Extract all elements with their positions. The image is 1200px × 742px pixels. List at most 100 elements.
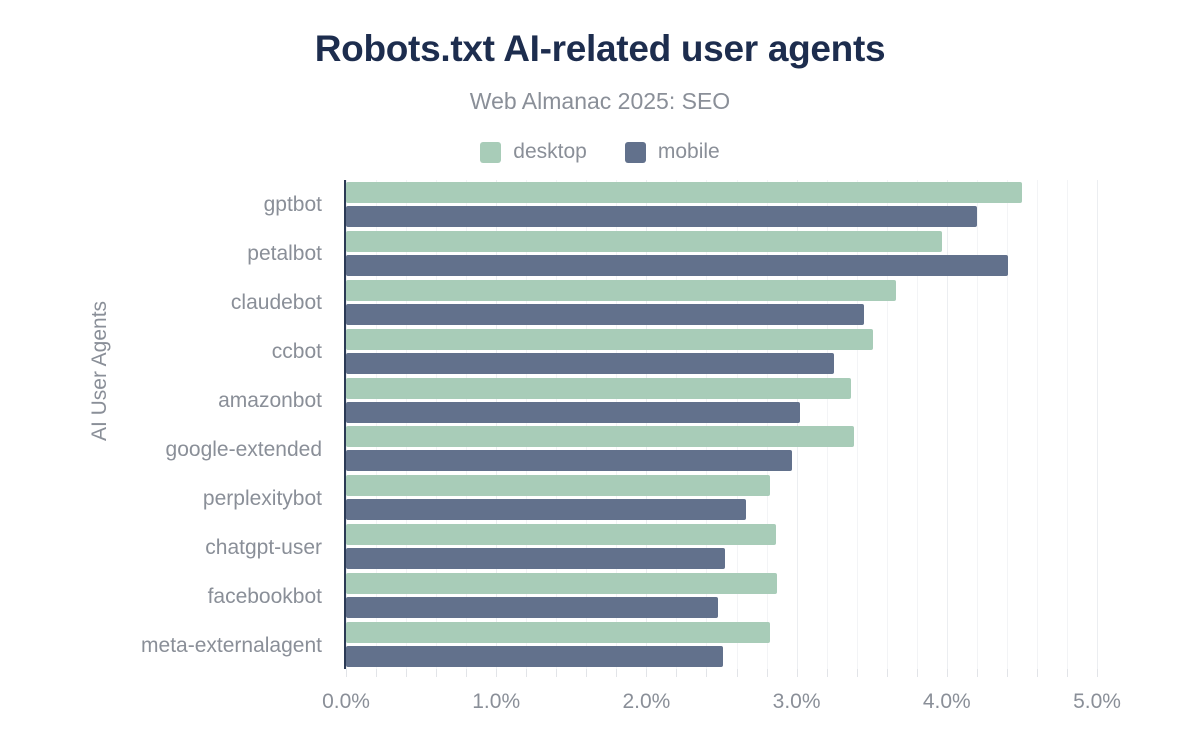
x-axis-tick xyxy=(1006,669,1008,677)
bar-row-group xyxy=(346,229,1097,278)
gridline-major xyxy=(346,180,347,669)
bar-mobile-gptbot[interactable] xyxy=(346,205,977,227)
x-axis-tick xyxy=(796,669,798,677)
x-axis-tick xyxy=(376,669,378,677)
bar-row-group xyxy=(346,327,1097,376)
x-axis-tick xyxy=(466,669,468,677)
x-axis-tick xyxy=(556,669,558,677)
bar-mobile-claudebot[interactable] xyxy=(346,303,865,325)
x-axis-tick xyxy=(856,669,858,677)
x-axis-label-5: 5.0% xyxy=(1073,690,1121,713)
legend-item-desktop[interactable]: desktop xyxy=(480,140,587,164)
gridline-major xyxy=(946,180,948,669)
y-axis-label-amazonbot: amazonbot xyxy=(218,389,322,413)
bar-desktop-gptbot[interactable] xyxy=(346,181,1022,203)
chart-title: Robots.txt AI-related user agents xyxy=(314,28,886,69)
gridline-minor xyxy=(586,180,588,669)
bar-row-group xyxy=(346,180,1097,229)
bar-row-group xyxy=(346,425,1097,474)
bar-desktop-chatgpt-user[interactable] xyxy=(346,524,776,546)
bar-desktop-amazonbot[interactable] xyxy=(346,377,851,399)
gridline-minor xyxy=(1066,180,1068,669)
bar-mobile-chatgpt-user[interactable] xyxy=(346,548,725,570)
legend-label-desktop: desktop xyxy=(513,140,587,163)
gridline-minor xyxy=(736,180,738,669)
bar-desktop-claudebot[interactable] xyxy=(346,279,896,301)
gridline-major xyxy=(1097,180,1098,669)
gridline-minor xyxy=(376,180,378,669)
bar-desktop-meta-externalagent[interactable] xyxy=(346,622,770,644)
x-axis-tick xyxy=(766,669,768,677)
y-axis-label-meta-externalagent: meta-externalagent xyxy=(141,633,322,657)
plot-area xyxy=(346,180,1098,677)
gridline-minor xyxy=(676,180,678,669)
x-axis-tick xyxy=(406,669,408,677)
bar-mobile-amazonbot[interactable] xyxy=(346,401,800,423)
x-axis-tick xyxy=(436,669,438,677)
chart-subtitle: Web Almanac 2025: SEO xyxy=(469,88,731,114)
y-axis-label-ccbot: ccbot xyxy=(271,340,322,364)
bar-row-group xyxy=(346,278,1097,327)
gridline-minor xyxy=(706,180,708,669)
gridline-minor xyxy=(436,180,438,669)
gridline-minor xyxy=(886,180,888,669)
chart-legend: desktop mobile xyxy=(0,140,1200,164)
x-axis-label-2: 2.0% xyxy=(622,690,671,713)
bar-row-group xyxy=(346,376,1097,425)
x-axis-tick xyxy=(616,669,618,677)
bar-mobile-petalbot[interactable] xyxy=(346,254,1009,276)
gridline-minor xyxy=(766,180,768,669)
gridline-minor xyxy=(856,180,858,669)
y-axis-line xyxy=(344,180,347,669)
x-axis-tick xyxy=(946,669,948,677)
bar-mobile-ccbot[interactable] xyxy=(346,352,835,374)
gridline-minor xyxy=(826,180,828,669)
x-axis-tick xyxy=(496,669,498,677)
bar-desktop-google-extended[interactable] xyxy=(346,426,854,448)
legend-swatch-mobile-icon xyxy=(624,141,646,163)
bar-mobile-google-extended[interactable] xyxy=(346,450,793,472)
y-axis-label-perplexitybot: perplexitybot xyxy=(202,486,322,510)
bar-desktop-facebookbot[interactable] xyxy=(346,573,778,595)
y-axis-label-google-extended: google-extended xyxy=(165,437,322,461)
gridline-minor xyxy=(976,180,978,669)
x-axis-tick xyxy=(1097,669,1098,677)
gridline-minor xyxy=(1006,180,1008,669)
bar-row-group xyxy=(346,473,1097,522)
x-axis-label-4: 4.0% xyxy=(922,690,971,713)
y-axis-label-facebookbot: facebookbot xyxy=(207,584,322,608)
gridline-minor xyxy=(466,180,468,669)
y-axis-label-claudebot: claudebot xyxy=(230,291,322,315)
x-axis-tick xyxy=(1066,669,1068,677)
gridline-minor xyxy=(406,180,408,669)
bar-row-group xyxy=(346,620,1097,669)
gridline-minor xyxy=(556,180,558,669)
bar-mobile-meta-externalagent[interactable] xyxy=(346,646,723,668)
bar-row-group xyxy=(346,522,1097,571)
bar-desktop-perplexitybot[interactable] xyxy=(346,475,770,497)
gridline-minor xyxy=(1036,180,1038,669)
gridline-major xyxy=(496,180,498,669)
y-axis-label-chatgpt-user: chatgpt-user xyxy=(205,535,322,559)
x-axis-tick xyxy=(1036,669,1038,677)
x-axis-tick xyxy=(886,669,888,677)
x-axis-tick xyxy=(706,669,708,677)
x-axis-tick xyxy=(916,669,918,677)
x-axis-label-3: 3.0% xyxy=(772,690,821,713)
bar-desktop-petalbot[interactable] xyxy=(346,230,943,252)
gridline-minor xyxy=(526,180,528,669)
gridline-major xyxy=(796,180,798,669)
y-axis-label-petalbot: petalbot xyxy=(247,242,322,266)
legend-item-mobile[interactable]: mobile xyxy=(624,140,720,164)
x-axis-tick xyxy=(646,669,648,677)
y-axis-category-labels: gptbot petalbot claudebot ccbot amazonbot goo… xyxy=(0,180,334,669)
bar-mobile-facebookbot[interactable] xyxy=(346,597,719,619)
bar-desktop-ccbot[interactable] xyxy=(346,328,874,350)
x-axis-tick xyxy=(526,669,528,677)
bar-row-group xyxy=(346,571,1097,620)
x-axis-label-1: 1.0% xyxy=(472,690,521,713)
bar-mobile-perplexitybot[interactable] xyxy=(346,499,746,521)
x-axis-tick xyxy=(586,669,588,677)
x-axis-tick xyxy=(736,669,738,677)
